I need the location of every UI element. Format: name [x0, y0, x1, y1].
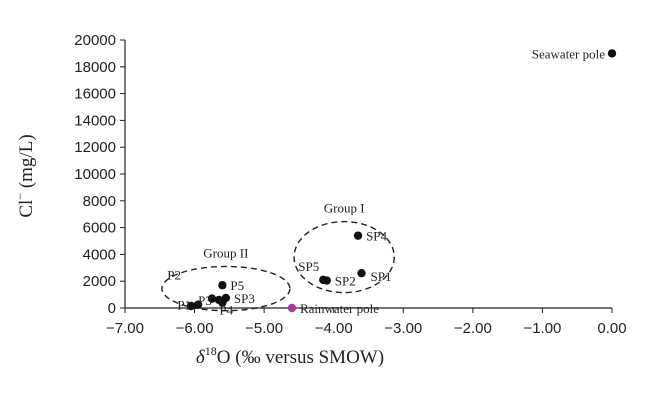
point-label: SP3 — [234, 291, 255, 306]
data-point — [607, 49, 617, 58]
data-point — [357, 268, 366, 278]
y-tick-label: 6000 — [83, 220, 116, 237]
y-axis-title-rest: (mg/L) — [16, 134, 37, 193]
x-tick-label: 0.00 — [597, 320, 626, 337]
axes — [124, 40, 612, 309]
x-axis-title: δ18O (‰ versus SMOW) — [196, 344, 384, 368]
data-point — [221, 293, 231, 303]
y-tick-label: 20000 — [74, 32, 116, 49]
y-tick-label: 16000 — [74, 86, 116, 103]
point-label: P4 — [219, 303, 233, 318]
group-label: Group II — [203, 245, 248, 260]
data-point — [193, 300, 203, 309]
y-axis-title-main: Cl — [16, 200, 37, 218]
point-label: P5 — [230, 278, 244, 293]
point-label: P2 — [167, 268, 181, 283]
y-tick-label: 12000 — [74, 139, 116, 156]
data-point — [319, 275, 328, 285]
x-tick-label: −1.00 — [523, 320, 561, 337]
y-tick-label: 8000 — [83, 193, 116, 210]
x-tick-label: −5.00 — [245, 320, 283, 337]
point-label: SP4 — [366, 229, 387, 244]
point-label: SP1 — [371, 269, 392, 284]
point-label: Seawater pole — [532, 46, 606, 61]
x-tick-label: −2.00 — [454, 320, 492, 337]
data-point — [207, 294, 217, 303]
x-tick-label: −4.00 — [315, 320, 353, 337]
point-label: P1 — [177, 298, 191, 313]
data-point — [218, 281, 227, 290]
data-point — [186, 301, 196, 311]
tick-marks: 0 2000 4000 6000 8000 10000 12000 14000 16000 180… — [74, 32, 626, 337]
group-ellipses: Group I Group II — [161, 201, 395, 312]
point-label: SP5 — [298, 259, 319, 274]
x-axis-title-sup: 18 — [205, 344, 217, 358]
y-tick-label: 18000 — [74, 59, 116, 76]
y-axis-title: Cl− (mg/L) — [13, 134, 37, 217]
point-label: SP2 — [335, 274, 356, 289]
y-axis-title-sup: − — [13, 193, 27, 200]
y-tick-label: 10000 — [74, 166, 116, 183]
x-tick-label: −7.00 — [106, 320, 144, 337]
point-label: Rainwater pole — [300, 301, 379, 316]
group-ellipse — [293, 220, 395, 294]
data-point — [287, 303, 297, 313]
x-axis-title-rest: O (‰ versus SMOW) — [217, 347, 384, 368]
y-tick-label: 4000 — [83, 246, 116, 263]
x-tick-label: −6.00 — [176, 320, 214, 337]
point-label: P3 — [198, 293, 212, 308]
x-axis-title-prefix: δ — [196, 347, 206, 368]
data-point — [353, 231, 363, 240]
data-points — [186, 49, 617, 313]
y-tick-label: 2000 — [83, 273, 116, 290]
y-tick-label: 14000 — [74, 112, 116, 129]
group-ellipse — [161, 265, 291, 312]
x-tick-label: −3.00 — [384, 320, 422, 337]
group-label: Group I — [324, 201, 365, 216]
y-tick-label: 0 — [108, 300, 116, 317]
